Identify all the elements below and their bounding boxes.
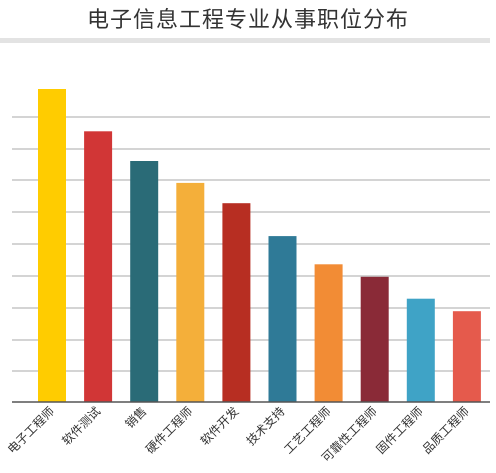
chart-title: 电子信息工程专业从事职位分布 <box>86 8 409 33</box>
bar-3 <box>130 161 159 402</box>
x-tick-label: 技术支持 <box>243 404 288 449</box>
x-tick-label: 软件开发 <box>197 404 242 449</box>
bar-7 <box>314 264 343 402</box>
bar-9 <box>406 298 435 402</box>
title-divider <box>0 38 490 43</box>
bar-10 <box>452 311 481 402</box>
bar-8 <box>360 276 389 402</box>
bar-5 <box>222 203 251 402</box>
x-tick-label: 销售 <box>122 404 150 432</box>
bar-2 <box>84 131 113 403</box>
bars <box>38 89 481 403</box>
bar-6 <box>268 236 297 402</box>
x-tick-label: 硬件工程师 <box>142 404 195 457</box>
x-tick-label: 电子工程师 <box>4 404 57 457</box>
x-tick-label: 品质工程师 <box>419 404 472 457</box>
x-tick-label: 固件工程师 <box>373 404 426 457</box>
bar-4 <box>176 182 205 402</box>
bar-1 <box>38 89 66 402</box>
x-tick-label: 软件测试 <box>59 404 104 449</box>
